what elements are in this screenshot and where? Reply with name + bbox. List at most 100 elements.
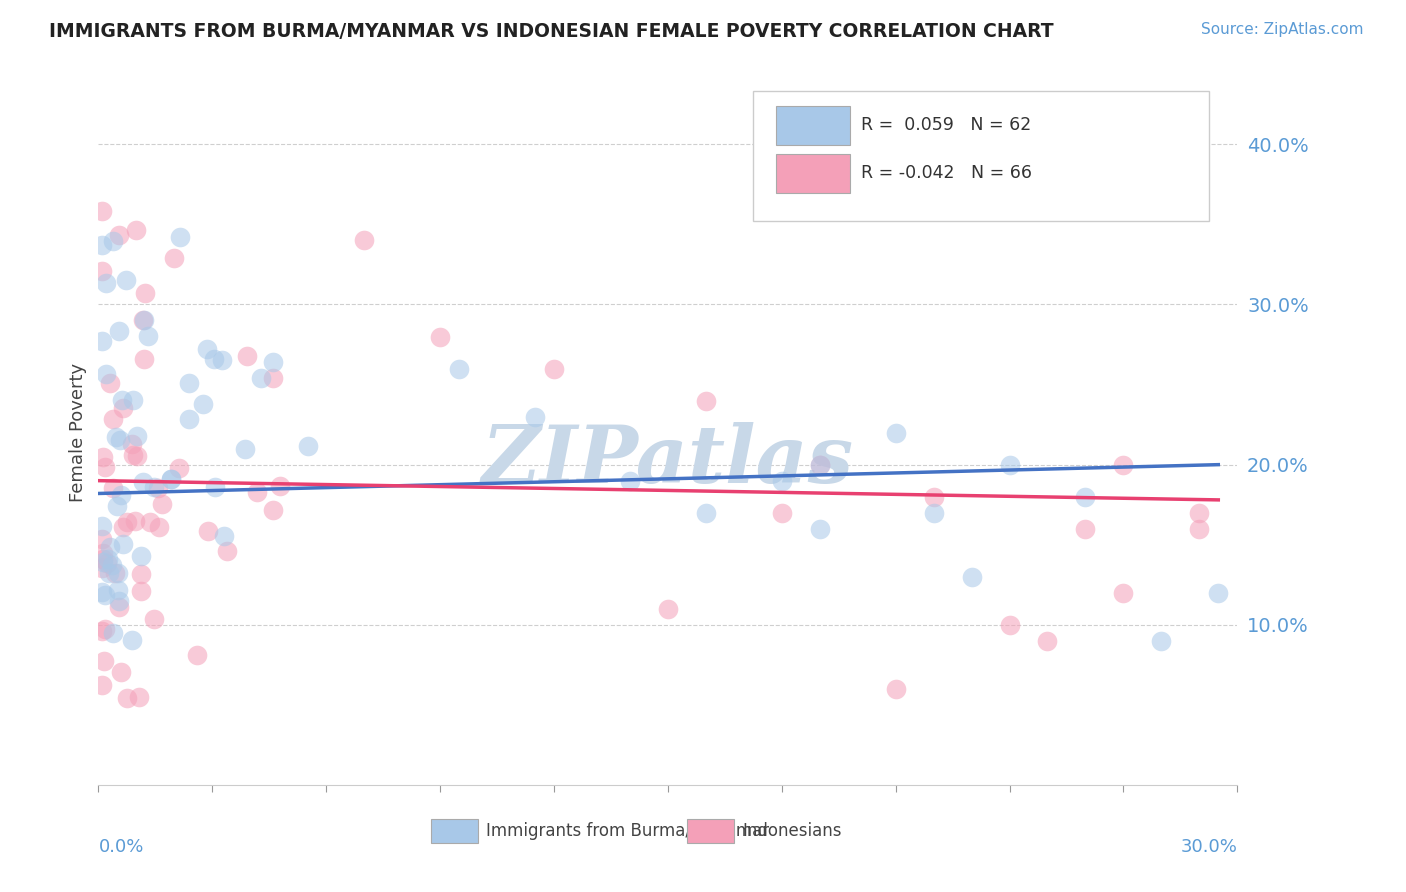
FancyBboxPatch shape [688, 820, 734, 844]
Point [148, 481, 170, 495]
Point [808, 522, 831, 536]
Point [884, 425, 907, 440]
Text: IMMIGRANTS FROM BURMA/MYANMAR VS INDONESIAN FEMALE POVERTY CORRELATION CHART: IMMIGRANTS FROM BURMA/MYANMAR VS INDONES… [49, 22, 1054, 41]
Point [91, 264, 114, 278]
Point [353, 234, 375, 248]
Point [695, 393, 717, 408]
Point [121, 436, 143, 450]
Point [179, 411, 201, 425]
Point [101, 234, 124, 248]
Point [110, 488, 132, 502]
Point [262, 371, 284, 385]
Point [998, 458, 1021, 472]
Point [105, 499, 128, 513]
Point [115, 691, 138, 706]
Text: R = -0.042   N = 66: R = -0.042 N = 66 [862, 164, 1032, 182]
FancyBboxPatch shape [776, 154, 851, 193]
Point [107, 566, 129, 581]
Point [143, 611, 166, 625]
Point [211, 353, 233, 368]
Point [215, 544, 238, 558]
Point [108, 325, 131, 339]
Point [129, 566, 152, 581]
Point [1208, 586, 1230, 600]
Point [98, 541, 121, 555]
Point [1188, 506, 1211, 520]
Point [262, 355, 284, 369]
Point [91, 519, 114, 533]
Point [108, 593, 131, 607]
Point [111, 537, 134, 551]
Point [124, 514, 146, 528]
Point [103, 412, 125, 426]
Point [111, 393, 134, 408]
Point [619, 474, 641, 488]
Point [121, 632, 143, 647]
FancyBboxPatch shape [776, 106, 851, 145]
Point [134, 352, 156, 367]
Point [101, 558, 124, 573]
Point [108, 433, 131, 447]
Point [1074, 522, 1097, 536]
Point [104, 566, 127, 580]
Point [449, 361, 471, 376]
Point [134, 285, 156, 300]
Point [91, 546, 114, 560]
Point [107, 583, 129, 598]
Point [107, 599, 129, 614]
Point [136, 329, 159, 343]
Point [129, 584, 152, 599]
Point [96, 276, 118, 290]
Point [98, 376, 121, 391]
Point [770, 506, 793, 520]
Point [125, 449, 148, 463]
Point [202, 352, 225, 367]
Point [150, 497, 173, 511]
Point [96, 556, 118, 570]
Point [884, 681, 907, 696]
Point [91, 204, 114, 219]
Text: 30.0%: 30.0% [1181, 838, 1237, 855]
Point [97, 566, 120, 581]
Point [922, 506, 945, 520]
Point [1188, 522, 1211, 536]
Point [97, 551, 120, 566]
Point [1074, 490, 1097, 504]
Point [127, 428, 149, 442]
Point [91, 678, 114, 692]
Point [657, 601, 679, 615]
Text: 0.0%: 0.0% [98, 838, 143, 855]
Point [770, 474, 793, 488]
Point [104, 430, 127, 444]
Point [142, 480, 165, 494]
Point [1112, 458, 1135, 472]
Point [128, 690, 150, 704]
Point [129, 549, 152, 563]
Point [94, 623, 117, 637]
Point [91, 237, 114, 252]
Point [91, 334, 114, 349]
FancyBboxPatch shape [754, 91, 1209, 221]
Point [160, 472, 183, 486]
Point [1150, 633, 1173, 648]
Point [132, 475, 155, 489]
Point [125, 223, 148, 237]
Point [101, 481, 124, 495]
Point [91, 585, 114, 599]
Point [115, 515, 138, 529]
Point [148, 520, 170, 534]
Point [1112, 586, 1135, 600]
Point [115, 273, 138, 287]
Point [429, 329, 451, 343]
Point [204, 480, 226, 494]
Point [922, 490, 945, 504]
Text: ZIPatlas: ZIPatlas [482, 422, 853, 500]
Point [110, 665, 132, 679]
Point [193, 397, 215, 411]
Text: Immigrants from Burma/Myanmar: Immigrants from Burma/Myanmar [485, 822, 769, 839]
Point [524, 409, 547, 424]
Point [160, 472, 183, 486]
Point [960, 570, 983, 584]
FancyBboxPatch shape [432, 820, 478, 844]
Point [93, 654, 115, 668]
